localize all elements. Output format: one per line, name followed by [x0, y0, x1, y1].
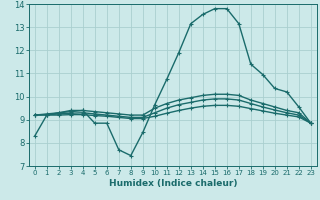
X-axis label: Humidex (Indice chaleur): Humidex (Indice chaleur) [108, 179, 237, 188]
